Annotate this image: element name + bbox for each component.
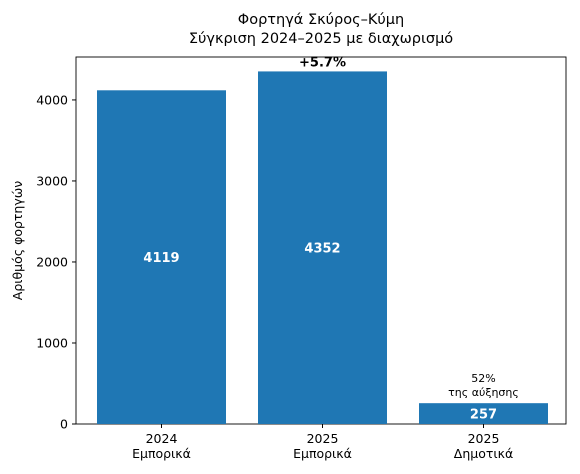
- bar: [419, 403, 548, 424]
- value-label: 4352: [304, 242, 340, 257]
- y-axis-label: Αριθμός φορτηγών: [10, 181, 25, 300]
- bar: [258, 71, 387, 425]
- value-label: 257: [470, 408, 497, 423]
- x-tick-label: 2024 Εμπορικά: [132, 431, 191, 461]
- y-tick-label: 4000: [36, 92, 68, 107]
- value-label: 4119: [143, 251, 179, 266]
- y-tick-label: 0: [60, 417, 68, 432]
- y-tick-label: 1000: [36, 335, 68, 350]
- bar: [97, 90, 226, 424]
- chart-title: Φορτηγά Σκύρος–Κύμη Σύγκριση 2024–2025 με…: [189, 12, 453, 47]
- y-tick-label: 2000: [36, 254, 68, 269]
- annotation: 52% της αύξησης: [448, 372, 519, 399]
- annotation: +5.7%: [299, 55, 346, 70]
- x-tick-label: 2025 Δημοτικά: [454, 431, 513, 461]
- x-tick-label: 2025 Εμπορικά: [293, 431, 352, 461]
- y-tick-label: 3000: [36, 173, 68, 188]
